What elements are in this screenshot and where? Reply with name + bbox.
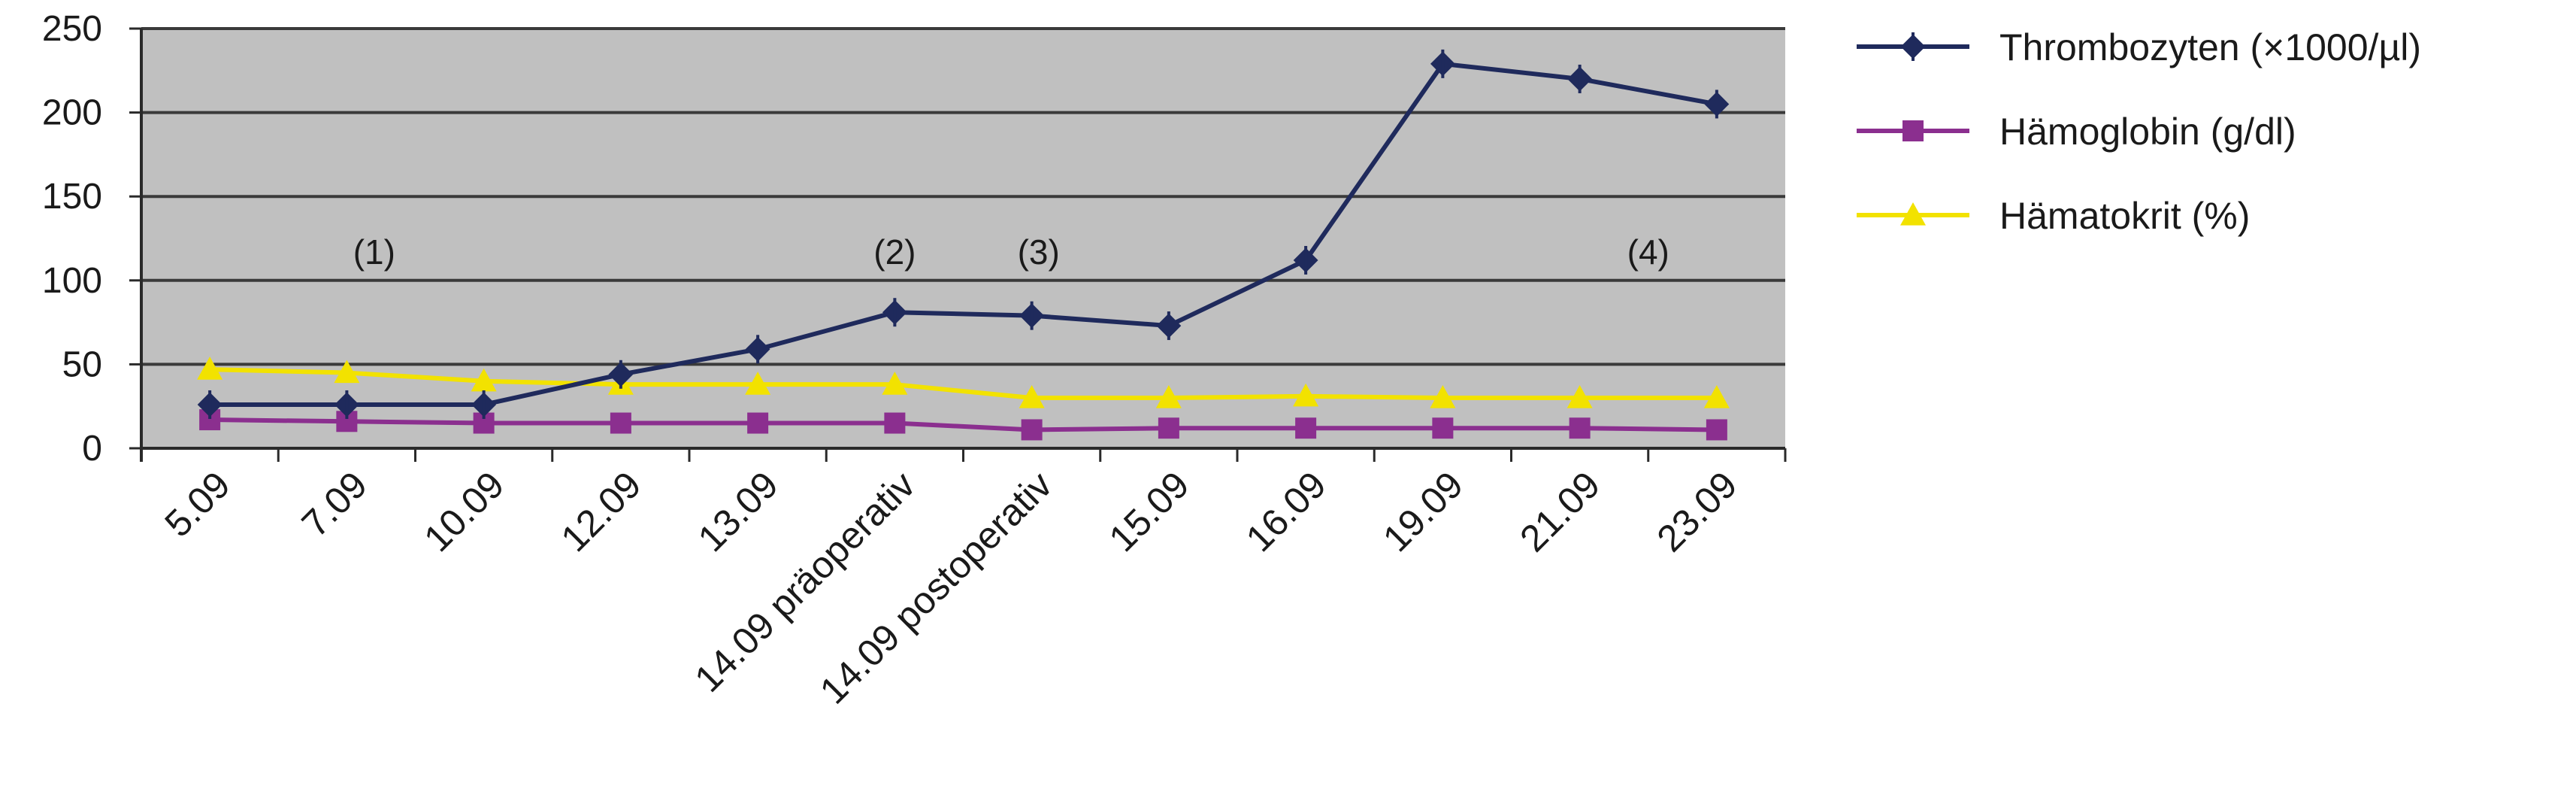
annotations: (1) (2) (3) (4) xyxy=(353,232,1669,272)
data-point xyxy=(1019,385,1045,408)
data-point xyxy=(1432,417,1454,439)
y-tick-label: 200 xyxy=(42,93,102,133)
y-tick-label: 100 xyxy=(42,261,102,301)
x-tick-label: 12.09 xyxy=(553,463,649,560)
y-tick-label: 250 xyxy=(42,9,102,49)
y-tick-labels: 0 50 100 150 200 250 xyxy=(42,9,102,469)
gridlines xyxy=(141,27,1785,366)
data-point xyxy=(1902,120,1924,141)
annotation-label: (3) xyxy=(1018,232,1060,272)
x-tick-label: 15.09 xyxy=(1101,463,1197,560)
data-point xyxy=(1900,202,1926,226)
axes xyxy=(129,27,1787,462)
data-point xyxy=(1566,385,1593,408)
series-line xyxy=(210,367,1717,401)
y-tick-label: 150 xyxy=(42,177,102,217)
data-point xyxy=(1430,385,1456,408)
x-tick-label: 5.09 xyxy=(156,463,238,545)
legend-label: Thrombozyten (×1000/µl) xyxy=(1999,26,2421,68)
legend: Thrombozyten (×1000/µl) Hämoglobin (g/dl)… xyxy=(1857,26,2421,237)
x-tick-label: 7.09 xyxy=(294,463,375,545)
series-group xyxy=(197,357,1730,408)
x-tick-label: 14.09 postoperativ xyxy=(812,463,1061,712)
annotation-label: (2) xyxy=(873,232,916,272)
data-point xyxy=(884,412,906,434)
x-tick-label: 10.09 xyxy=(416,463,512,560)
annotation-label: (4) xyxy=(1627,232,1669,272)
data-point xyxy=(1155,385,1182,408)
annotation-label: (1) xyxy=(353,232,395,272)
x-tick-label: 13.09 xyxy=(690,463,786,560)
y-tick-label: 50 xyxy=(62,344,102,384)
x-tick-label: 21.09 xyxy=(1512,463,1608,560)
legend-item: Hämoglobin (g/dl) xyxy=(1857,111,2296,153)
data-point xyxy=(610,412,631,434)
legend-label: Hämatokrit (%) xyxy=(1999,195,2250,237)
data-point xyxy=(1703,385,1730,408)
data-point xyxy=(747,412,769,434)
data-point xyxy=(1158,417,1179,439)
series-lines xyxy=(197,49,1730,441)
series-line xyxy=(210,417,1717,432)
data-point xyxy=(334,360,360,384)
data-point xyxy=(1021,419,1043,441)
series-line xyxy=(210,61,1718,407)
data-point xyxy=(882,372,908,395)
data-point xyxy=(471,368,497,392)
data-point xyxy=(1295,417,1317,439)
data-point xyxy=(1706,419,1727,441)
data-point xyxy=(745,372,771,395)
legend-item: Thrombozyten (×1000/µl) xyxy=(1857,26,2421,68)
x-tick-label: 16.09 xyxy=(1238,463,1334,560)
data-point xyxy=(197,357,223,380)
x-tick-label: 19.09 xyxy=(1375,463,1471,560)
legend-label: Hämoglobin (g/dl) xyxy=(1999,111,2296,153)
legend-item: Hämatokrit (%) xyxy=(1857,195,2250,237)
x-tick-label: 23.09 xyxy=(1649,463,1745,560)
data-point xyxy=(1569,417,1591,439)
series-group xyxy=(197,49,1730,419)
y-tick-label: 0 xyxy=(82,429,102,469)
series-group xyxy=(199,409,1727,441)
data-point xyxy=(1293,383,1319,407)
